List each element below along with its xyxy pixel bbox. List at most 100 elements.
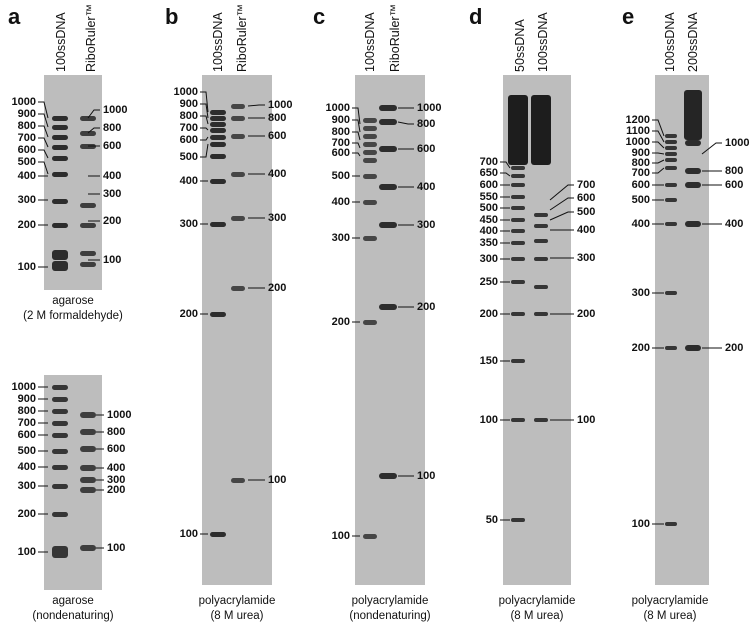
gel-caption: polyacrylamide — [351, 595, 429, 607]
ladder-label-right: 600 — [417, 143, 436, 155]
ladder-label-left: 250 — [479, 276, 498, 288]
ladder-band — [534, 239, 548, 243]
ladder-label-left: 200 — [331, 316, 350, 328]
panel-letter: a — [8, 4, 21, 29]
gel-caption: polyacrylamide — [198, 595, 276, 607]
gel-caption: (8 M urea) — [643, 610, 697, 622]
ladder-band — [685, 140, 701, 146]
ladder-label-left: 700 — [331, 137, 350, 149]
ladder-label-left: 300 — [179, 218, 198, 230]
ladder-band — [363, 117, 377, 123]
gel-caption: agarose — [52, 595, 94, 607]
ladder-band — [80, 222, 96, 228]
ladder-label-right: 300 — [268, 212, 287, 224]
ladder-band — [534, 312, 548, 316]
ladder-label-left: 300 — [631, 287, 650, 299]
ladder-label-left: 1000 — [11, 96, 36, 108]
ladder-label-right: 400 — [107, 462, 126, 474]
ladder-band — [511, 206, 525, 210]
ladder-label-left: 550 — [479, 191, 498, 203]
ladder-band — [210, 115, 226, 121]
gel-e — [655, 75, 709, 585]
ladder-label-left: 150 — [479, 355, 498, 367]
ladder-band — [665, 222, 677, 226]
ladder-band — [363, 125, 377, 131]
lane-label: RiboRuler™ — [235, 3, 249, 72]
ladder-band — [363, 235, 377, 241]
ladder-label-left: 1000 — [11, 381, 36, 393]
gel-caption: polyacrylamide — [498, 595, 576, 607]
ladder-band — [511, 280, 525, 284]
lane-label: RiboRuler™ — [84, 3, 98, 72]
ladder-band — [665, 158, 677, 162]
gel-caption: (8 M urea) — [210, 610, 264, 622]
ladder-band — [52, 448, 68, 454]
ladder-band — [685, 182, 701, 188]
ladder-label-right: 200 — [268, 282, 287, 294]
ladder-band — [210, 141, 226, 147]
ladder-band — [363, 533, 377, 539]
lane-label: 200ssDNA — [686, 12, 700, 72]
ladder-label-left: 450 — [479, 214, 498, 226]
ladder-label-right: 800 — [268, 112, 287, 124]
ladder-band — [665, 183, 677, 187]
ladder-label-right: 200 — [103, 215, 122, 227]
ladder-label-right: 500 — [577, 206, 596, 218]
ladder-label-right: 400 — [103, 170, 122, 182]
ladder-band — [52, 144, 68, 150]
ladder-band — [52, 432, 68, 438]
ladder-label-left: 400 — [331, 196, 350, 208]
ladder-band — [52, 511, 68, 517]
ladder-band — [52, 420, 68, 426]
ladder-label-left: 100 — [179, 528, 198, 540]
ladder-band — [534, 285, 548, 289]
ladder-label-left: 500 — [17, 156, 36, 168]
ladder-band — [685, 168, 701, 174]
ladder-band — [665, 166, 677, 170]
lane-label: 100ssDNA — [363, 12, 377, 72]
ladder-band — [210, 531, 226, 537]
ladder-band — [52, 250, 68, 260]
ladder-label-left: 400 — [479, 225, 498, 237]
ladder-label-left: 900 — [17, 393, 36, 405]
lane-label: 50ssDNA — [513, 19, 527, 72]
ladder-band — [80, 487, 96, 493]
ladder-label-left: 200 — [17, 219, 36, 231]
ladder-band — [534, 257, 548, 261]
ladder-band — [52, 222, 68, 228]
ladder-band — [534, 418, 548, 422]
lane-label: RiboRuler™ — [388, 3, 402, 72]
ladder-band — [379, 119, 397, 125]
ladder-label-right: 1000 — [417, 102, 442, 114]
lane-smear — [508, 95, 528, 165]
ladder-band — [52, 464, 68, 470]
ladder-label-left: 100 — [17, 261, 36, 273]
ladder-band — [511, 312, 525, 316]
ladder-band — [80, 261, 96, 267]
ladder-band — [210, 153, 226, 159]
ladder-band — [363, 141, 377, 147]
gel-caption: agarose — [52, 295, 94, 307]
ladder-band — [665, 291, 677, 295]
ladder-label-left: 600 — [17, 144, 36, 156]
ladder-label-left: 700 — [17, 132, 36, 144]
ladder-band — [511, 359, 525, 363]
ladder-band — [665, 152, 677, 156]
gel-caption: (nondenaturing) — [32, 610, 114, 622]
ladder-band — [52, 408, 68, 414]
ladder-band — [210, 121, 226, 127]
ladder-label-left: 700 — [631, 167, 650, 179]
ladder-label-left: 300 — [331, 232, 350, 244]
ladder-label-left: 400 — [631, 218, 650, 230]
ladder-band — [534, 224, 548, 228]
ladder-label-left: 700 — [179, 122, 198, 134]
ladder-band — [379, 184, 397, 190]
ladder-band — [379, 473, 397, 479]
ladder-band — [80, 429, 96, 435]
ladder-label-right: 100 — [107, 542, 126, 554]
ladder-label-left: 1000 — [173, 86, 198, 98]
ladder-label-left: 800 — [17, 120, 36, 132]
ladder-band — [665, 146, 677, 150]
ladder-band — [231, 285, 245, 291]
ladder-band — [363, 133, 377, 139]
